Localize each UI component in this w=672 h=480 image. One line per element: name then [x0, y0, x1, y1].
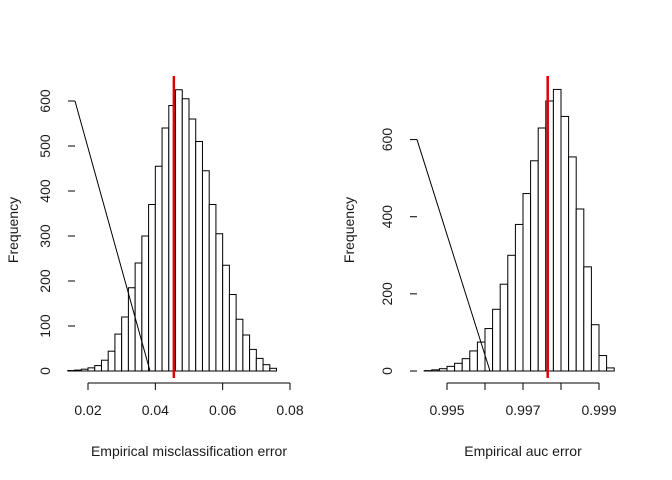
x-tick-label: 0.08	[276, 402, 303, 418]
y-tick-label: 600	[379, 128, 395, 152]
histogram-bar	[507, 254, 516, 372]
y-axis-title: Frequency	[5, 197, 21, 263]
histogram-bar	[454, 362, 463, 372]
histogram-bar	[242, 334, 251, 372]
x-tick-label: 0.06	[209, 402, 236, 418]
x-axis: 0.995 0.997 0.999	[429, 382, 617, 418]
y-tick-label: 500	[37, 134, 53, 158]
histogram-misclassification: 0.02 0.04 0.06 0.08 0 100 200 300 400 500 600 Empir…	[5, 76, 304, 459]
histogram-bar	[530, 160, 539, 372]
y-axis-title: Frequency	[341, 197, 357, 263]
histogram-bar	[114, 333, 123, 372]
histogram-bar	[484, 328, 494, 372]
histogram-bar	[201, 170, 210, 372]
histogram-bar	[87, 367, 96, 372]
y-axis-line	[74, 100, 151, 372]
y-axis: 0 100 200 300 400 500 600	[37, 89, 151, 375]
histogram-bar	[590, 324, 600, 372]
histogram-bar	[154, 165, 163, 372]
histogram-bar	[141, 235, 150, 372]
x-tick-label: 0.995	[429, 402, 464, 418]
histogram-bar	[461, 358, 471, 372]
histogram-bar	[188, 118, 197, 372]
histogram-bar	[181, 98, 190, 372]
histogram-auc: 0.995 0.997 0.999 0 200 400 600 Empirical auc e…	[341, 76, 617, 459]
histogram-bar	[476, 341, 486, 372]
histogram-bar	[438, 368, 448, 372]
x-tick-label: 0.02	[74, 402, 101, 418]
histogram-bar	[175, 89, 183, 372]
histogram-bar	[228, 294, 237, 372]
histogram-bar	[269, 367, 278, 372]
histogram-bar	[431, 369, 440, 372]
histogram-bar	[127, 287, 136, 372]
x-axis: 0.02 0.04 0.06 0.08	[74, 382, 304, 418]
histogram-bar	[583, 266, 592, 372]
histogram-bars	[67, 89, 278, 372]
histogram-bar	[492, 308, 501, 372]
y-tick-label: 200	[379, 282, 395, 306]
histogram-bar	[575, 208, 585, 372]
histogram-bar	[606, 367, 615, 372]
histogram-bar	[107, 350, 116, 372]
histogram-bar	[208, 204, 217, 372]
y-tick-label: 200	[37, 269, 53, 293]
histogram-bar	[249, 348, 257, 372]
y-tick-label: 600	[37, 89, 53, 113]
histogram-bar	[560, 115, 570, 372]
histogram-bar	[469, 350, 478, 372]
histogram-bar	[74, 369, 82, 372]
histogram-bar	[446, 365, 456, 372]
histogram-bars	[423, 88, 615, 372]
histogram-bar	[568, 156, 577, 372]
histogram-bar	[100, 359, 109, 372]
histogram-bar	[522, 193, 532, 372]
histogram-bar	[235, 318, 244, 372]
x-tick-label: 0.04	[142, 402, 169, 418]
y-axis: 0 200 400 600	[379, 128, 491, 375]
histogram-bar	[215, 233, 224, 372]
y-tick-label: 400	[37, 179, 53, 203]
histogram-bar	[598, 355, 608, 372]
histogram-bar	[514, 223, 524, 372]
y-tick-label: 300	[37, 224, 53, 248]
histogram-bar	[499, 283, 509, 372]
histogram-bar	[255, 357, 264, 372]
histogram-bar	[222, 264, 230, 372]
histogram-bar	[80, 368, 89, 372]
x-axis-title: Empirical misclassification error	[91, 443, 287, 459]
x-tick-label: 0.997	[505, 402, 540, 418]
x-axis-title: Empirical auc error	[464, 443, 582, 459]
y-tick-label: 0	[37, 367, 53, 375]
y-tick-label: 100	[37, 314, 53, 338]
histogram-bar	[121, 316, 129, 372]
y-tick-label: 400	[379, 205, 395, 229]
histogram-bar	[537, 127, 547, 372]
histogram-bar	[134, 262, 143, 372]
histogram-bar	[552, 88, 562, 372]
y-axis-line	[416, 139, 491, 372]
y-tick-label: 0	[379, 367, 395, 375]
x-tick-label: 0.999	[581, 402, 616, 418]
histogram-bar	[94, 365, 102, 372]
histogram-bar	[148, 204, 156, 372]
histogram-bar	[195, 141, 203, 372]
histogram-bar	[161, 127, 170, 372]
histogram-bar	[262, 364, 271, 372]
